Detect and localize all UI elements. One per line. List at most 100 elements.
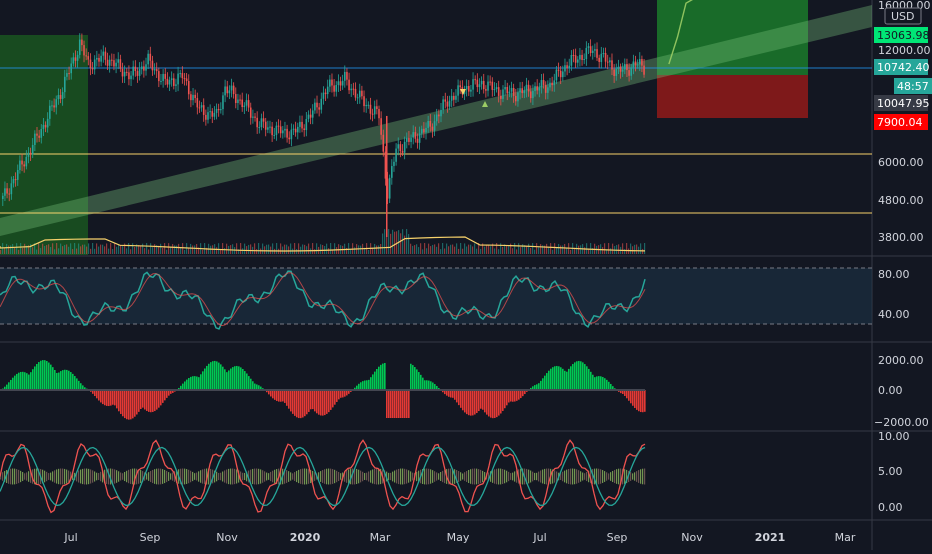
volume-bar	[562, 245, 563, 254]
volume-bar	[62, 246, 63, 254]
oscillator-bar	[424, 469, 425, 485]
candle-body	[545, 85, 547, 93]
momentum-bar	[430, 381, 432, 390]
oscillator-bar	[122, 473, 123, 480]
candle-body	[36, 134, 38, 136]
oscillator-bar	[616, 469, 617, 484]
oscillator-bar	[378, 469, 379, 485]
candle-body	[451, 96, 453, 101]
volume-bar	[380, 244, 381, 254]
momentum-bar	[62, 370, 64, 390]
candle-body	[164, 74, 166, 79]
candle-body	[630, 67, 632, 75]
momentum-bar	[544, 376, 546, 390]
candle-body	[286, 129, 288, 138]
momentum-bar	[56, 373, 58, 390]
volume-bar	[144, 248, 145, 254]
momentum-bar	[238, 366, 240, 390]
volume-bar	[52, 243, 53, 254]
volume-bar	[538, 247, 539, 254]
volume-bar	[516, 249, 517, 254]
oscillator-bar	[618, 469, 619, 485]
momentum-bar	[32, 369, 34, 390]
candle-body	[494, 89, 496, 90]
momentum-bar	[462, 390, 464, 410]
candle-body	[511, 88, 513, 92]
volume-bar	[88, 243, 89, 254]
oscillator-bar	[542, 470, 543, 484]
momentum-bar	[554, 366, 556, 390]
oscillator-bar	[512, 473, 513, 481]
candle-body	[457, 85, 459, 95]
candle-body	[348, 80, 350, 91]
momentum-bar	[370, 377, 372, 390]
candle-body	[393, 162, 395, 166]
oscillator-bar	[470, 469, 471, 484]
candle-body	[55, 99, 57, 107]
oscillator-bar	[140, 470, 141, 483]
volume-bar	[170, 247, 171, 254]
oscillator-bar	[640, 469, 641, 483]
momentum-bar	[638, 390, 640, 411]
oscillator-bar	[292, 473, 293, 479]
oscillator-bar	[630, 472, 631, 481]
volume-bar	[92, 243, 93, 254]
oscillator-bar	[358, 470, 359, 484]
volume-bar	[358, 245, 359, 254]
momentum-bar	[282, 390, 284, 401]
candle-body	[173, 78, 175, 86]
volume-bar	[308, 244, 309, 254]
candle-body	[372, 114, 374, 115]
momentum-bar	[334, 390, 336, 405]
oscillator-bar	[314, 472, 315, 481]
momentum-bar	[244, 371, 246, 390]
volume-bar	[540, 244, 541, 254]
volume-bar	[452, 245, 453, 254]
oscillator-bar	[56, 469, 57, 483]
momentum-bar	[328, 390, 330, 412]
oscillator-bar	[92, 470, 93, 482]
oscillator-bar	[226, 470, 227, 484]
oscillator-bar	[254, 469, 255, 485]
oscillator-bar	[440, 472, 441, 481]
momentum-bar	[410, 364, 412, 390]
volume-bar	[108, 249, 109, 254]
oscillator-bar	[496, 469, 497, 484]
oscillator-bar	[430, 469, 431, 483]
candle-body	[449, 101, 451, 107]
volume-bar	[22, 248, 23, 254]
candle-body	[26, 157, 28, 167]
momentum-bar	[490, 390, 492, 418]
momentum-bar	[274, 390, 276, 400]
momentum-bar	[494, 390, 496, 418]
momentum-bar	[280, 390, 282, 402]
candle-body	[38, 136, 40, 138]
oscillator-bar	[642, 469, 643, 485]
momentum-bar	[450, 390, 452, 398]
volume-bar	[422, 249, 423, 254]
momentum-bar	[512, 390, 514, 402]
candle-body	[233, 86, 235, 94]
candle-body	[276, 126, 278, 135]
candle-body	[613, 69, 615, 76]
candle-body	[353, 89, 355, 90]
momentum-bar	[54, 370, 56, 390]
oscillator-bar	[196, 473, 197, 481]
oscillator-bar	[472, 469, 473, 485]
volume-bar	[60, 244, 61, 254]
volume-bar	[424, 243, 425, 254]
volume-bar	[494, 248, 495, 254]
volume-bar	[288, 246, 289, 254]
candle-body	[586, 48, 588, 59]
momentum-bar	[288, 390, 290, 409]
oscillator-bar	[610, 472, 611, 481]
oscillator-bar	[100, 472, 101, 481]
oscillator-bar	[262, 470, 263, 482]
oscillator-bar	[172, 472, 173, 480]
oscillator-tick-label: 10.00	[878, 430, 910, 443]
candle-body	[120, 59, 122, 69]
oscillator-bar	[88, 469, 89, 484]
oscillator-bar	[412, 473, 413, 481]
